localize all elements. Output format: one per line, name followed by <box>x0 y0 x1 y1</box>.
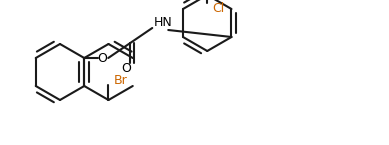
Text: Cl: Cl <box>212 2 224 16</box>
Text: HN: HN <box>154 17 173 29</box>
Text: O: O <box>121 62 131 76</box>
Text: Br: Br <box>114 74 127 87</box>
Text: O: O <box>97 51 107 65</box>
